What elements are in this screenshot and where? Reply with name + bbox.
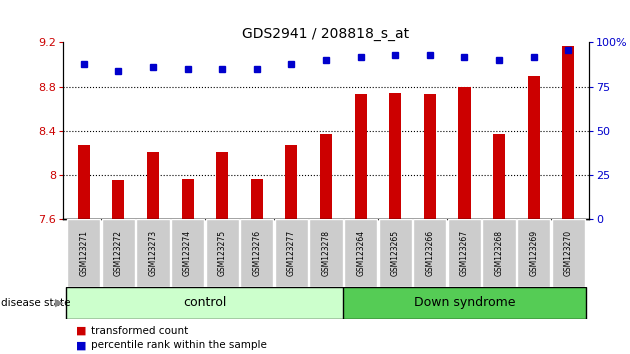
Text: GSM123273: GSM123273 bbox=[149, 230, 158, 276]
FancyBboxPatch shape bbox=[66, 287, 343, 319]
Text: transformed count: transformed count bbox=[91, 326, 188, 336]
Title: GDS2941 / 208818_s_at: GDS2941 / 208818_s_at bbox=[243, 28, 410, 41]
FancyBboxPatch shape bbox=[309, 219, 343, 287]
Bar bbox=[493, 134, 505, 219]
FancyBboxPatch shape bbox=[517, 219, 550, 287]
Text: GSM123272: GSM123272 bbox=[114, 230, 123, 276]
FancyBboxPatch shape bbox=[102, 219, 135, 287]
Text: GSM123264: GSM123264 bbox=[356, 230, 365, 276]
Text: GSM123276: GSM123276 bbox=[252, 230, 261, 276]
Bar bbox=[459, 87, 471, 219]
Text: ■: ■ bbox=[76, 326, 86, 336]
Bar bbox=[527, 76, 540, 219]
Bar bbox=[77, 145, 90, 219]
Text: GSM123265: GSM123265 bbox=[391, 230, 400, 276]
FancyBboxPatch shape bbox=[343, 287, 586, 319]
Text: GSM123267: GSM123267 bbox=[460, 230, 469, 276]
Bar bbox=[285, 145, 297, 219]
Text: GSM123277: GSM123277 bbox=[287, 230, 296, 276]
Text: GSM123278: GSM123278 bbox=[321, 230, 331, 276]
FancyBboxPatch shape bbox=[413, 219, 447, 287]
FancyBboxPatch shape bbox=[344, 219, 377, 287]
Text: GSM123275: GSM123275 bbox=[218, 230, 227, 276]
Text: GSM123274: GSM123274 bbox=[183, 230, 192, 276]
FancyBboxPatch shape bbox=[67, 219, 100, 287]
Text: percentile rank within the sample: percentile rank within the sample bbox=[91, 340, 267, 350]
Text: GSM123268: GSM123268 bbox=[495, 230, 503, 276]
Bar bbox=[355, 95, 367, 219]
FancyBboxPatch shape bbox=[552, 219, 585, 287]
Bar bbox=[181, 178, 193, 219]
Text: Down syndrome: Down syndrome bbox=[414, 296, 515, 309]
Bar bbox=[216, 152, 228, 219]
FancyBboxPatch shape bbox=[448, 219, 481, 287]
FancyBboxPatch shape bbox=[136, 219, 169, 287]
Text: GSM123270: GSM123270 bbox=[564, 230, 573, 276]
Text: GSM123271: GSM123271 bbox=[79, 230, 88, 276]
Text: control: control bbox=[183, 296, 227, 309]
FancyBboxPatch shape bbox=[205, 219, 239, 287]
FancyBboxPatch shape bbox=[483, 219, 516, 287]
Bar bbox=[389, 93, 401, 219]
Text: GSM123269: GSM123269 bbox=[529, 230, 538, 276]
Text: ■: ■ bbox=[76, 340, 86, 350]
Bar bbox=[424, 95, 436, 219]
FancyBboxPatch shape bbox=[240, 219, 273, 287]
FancyBboxPatch shape bbox=[379, 219, 412, 287]
Text: disease state: disease state bbox=[1, 298, 70, 308]
FancyBboxPatch shape bbox=[171, 219, 204, 287]
Text: ▶: ▶ bbox=[55, 298, 63, 308]
Bar bbox=[320, 134, 332, 219]
Bar bbox=[112, 179, 125, 219]
Bar bbox=[147, 152, 159, 219]
Bar bbox=[251, 178, 263, 219]
Text: GSM123266: GSM123266 bbox=[425, 230, 434, 276]
FancyBboxPatch shape bbox=[275, 219, 308, 287]
Bar bbox=[562, 46, 575, 219]
